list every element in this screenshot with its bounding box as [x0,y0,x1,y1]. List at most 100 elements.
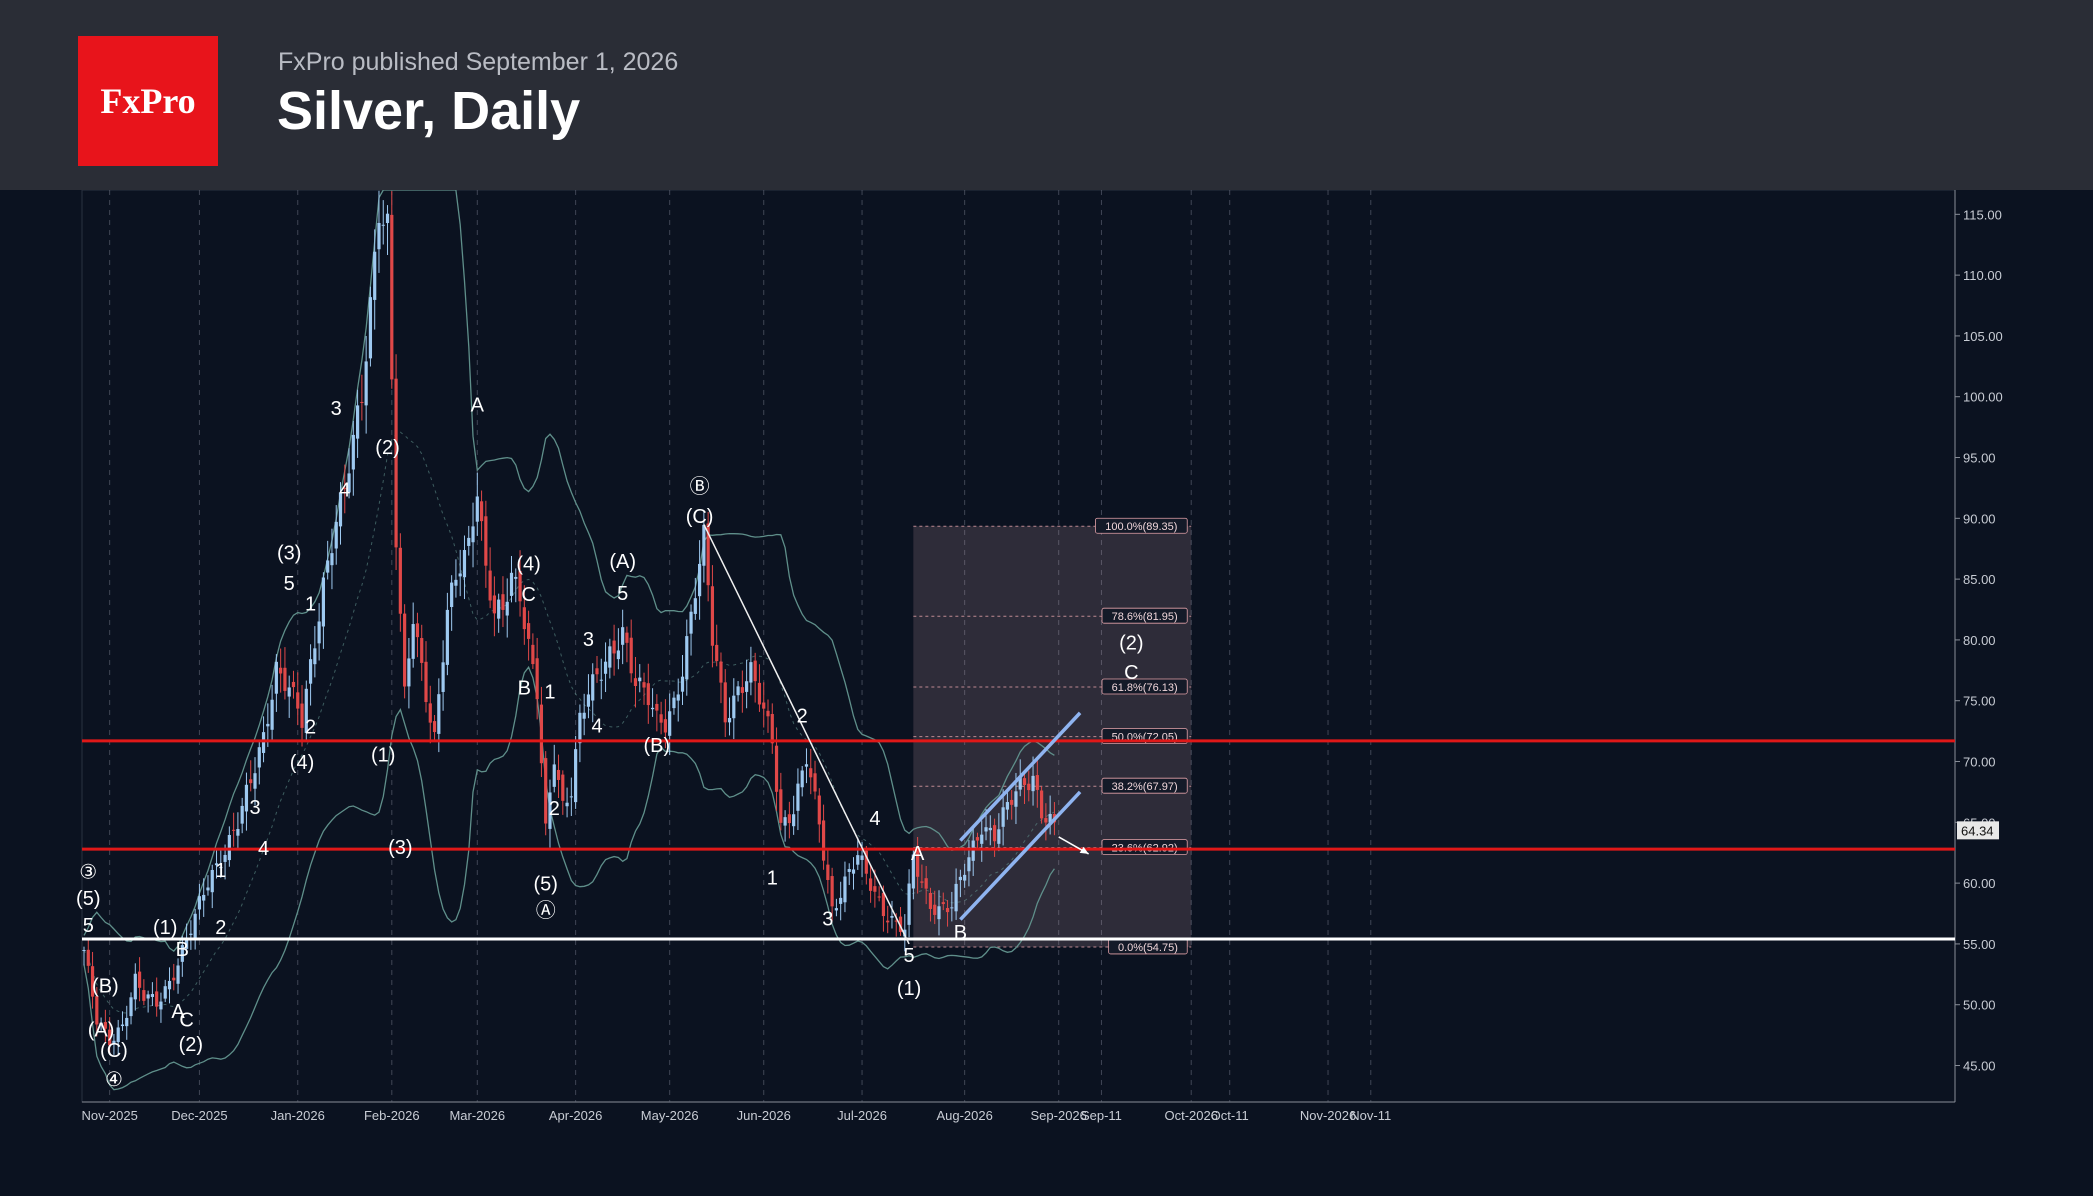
channel-lower-line [959,790,1082,921]
candle-body [839,897,843,904]
candle-body [445,609,449,665]
time-axis[interactable]: Nov-2025 Dec-2025 Jan-2026 Feb-2026 Mar-2026… [81,1108,1391,1123]
candle-body [467,537,471,546]
candle-body [437,694,441,734]
candle-body [608,646,612,668]
support-resistance-lines[interactable] [82,739,1955,941]
candle-body [851,869,856,874]
fib-label-box [1101,839,1188,856]
x-tick-label: Nov-2025 [81,1108,137,1123]
price-chart[interactable]: 100.0%(89.35)78.6%(81.95)61.8%(76.13)50.… [0,190,2093,1196]
fib-label-box [1101,777,1188,794]
fib-label-box [1101,607,1188,624]
candle-body [509,572,514,596]
wave-label: (A) [88,1019,115,1041]
candle-body [257,747,261,768]
x-tick-label: Feb-2026 [364,1108,420,1123]
candle-body [821,820,826,861]
candle-body [308,659,313,684]
wave-label: ④ [105,1069,123,1091]
candle-body [539,704,544,764]
y-tick-label: 85.00 [1963,572,1996,587]
candle-body [830,876,834,907]
candle-body [599,679,603,681]
candle-body [783,817,787,826]
candle-body [655,703,659,711]
y-tick-label: 55.00 [1963,937,1996,952]
candle-body [351,434,355,470]
candle-body [364,361,368,406]
candle-body [847,869,851,872]
candle-body [680,676,685,692]
bollinger-upper [83,190,1055,952]
wave-label: (2) [375,437,399,459]
candle-body [129,997,133,1017]
candle-body [886,920,890,923]
wave-label: 2 [549,798,560,820]
candle-body [103,1022,107,1029]
wave-label: B [176,939,189,961]
price-axis[interactable]: 45.0050.0055.0060.0065.0070.0075.0080.00… [1955,207,2003,1074]
candle-body [125,1017,129,1027]
candle-body [569,796,573,798]
wave-label: B [954,922,967,944]
wave-label: Ⓐ [536,899,556,922]
candle-body [99,1022,103,1026]
candle-body [347,473,351,493]
y-tick-label: 105.00 [1963,329,2003,344]
y-tick-label: 80.00 [1963,633,1996,648]
candle-body [625,632,629,643]
trend-drawings[interactable] [703,524,1089,945]
x-tick-label: Sep-2026 [1031,1108,1087,1123]
candle-body [253,773,257,789]
wave-label: 3 [249,797,260,819]
candle-body [291,681,296,688]
candle-body [403,613,407,687]
candle-body [650,707,655,710]
candle-body [274,661,278,694]
candle-body [462,550,467,578]
x-tick-label: May-2026 [641,1108,699,1123]
candle-body [727,717,732,723]
candle-body [574,749,578,803]
candle-body [313,648,317,665]
candle-body [176,965,180,984]
y-tick-label: 90.00 [1963,511,1996,526]
candle-body [133,973,137,1000]
candle-body [385,213,390,224]
candle-body [796,783,800,811]
candle-body [137,971,142,988]
candle-body [514,576,518,579]
fib-level-label: 100.0%(89.35) [1105,521,1177,533]
candle-body [317,621,321,644]
candle-body [881,892,886,917]
candle-body [676,694,680,701]
wave-label: (C) [100,1040,128,1062]
candle-body [1010,799,1014,805]
candle-body [633,678,638,687]
fxpro-logo[interactable]: FxPro [78,36,218,166]
candle-body [586,694,591,707]
wave-label: C [179,1010,193,1032]
wave-label: (A) [609,551,636,573]
candle-body [1022,778,1027,785]
candle-body [612,640,616,654]
candle-body [394,378,398,548]
wave-label: (5) [533,873,557,895]
wave-label: 1 [544,681,555,703]
candle-body [266,723,270,727]
candle-body [535,658,539,700]
wave-label: (4) [290,752,314,774]
candle-body [356,405,360,439]
wave-label: 2 [797,706,808,728]
candle-body [813,773,817,792]
candle-body [800,770,804,788]
candle-body [1014,791,1018,807]
candle-body [719,661,723,683]
wave-label: 5 [83,915,94,937]
candle-body [223,854,227,862]
candle-body [710,586,715,646]
candle-body [843,876,847,903]
candle-body [638,677,642,682]
candle-body [1035,775,1039,790]
